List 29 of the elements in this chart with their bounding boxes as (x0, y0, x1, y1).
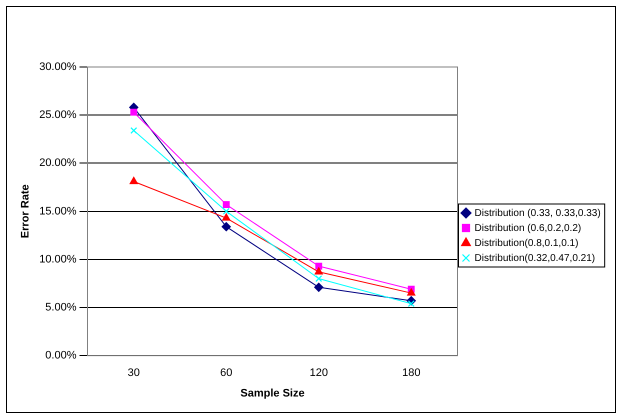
y-tick-label: 25.00% (39, 109, 77, 122)
point (222, 222, 231, 232)
x-tick-label: 180 (402, 367, 420, 380)
y-tick-label: 15.00% (39, 205, 77, 218)
point (407, 288, 416, 296)
legend-label: Distribution(0.8,0.1,0.1) (474, 238, 578, 249)
legend-label: Distribution (0.6,0.2,0.2) (474, 222, 582, 234)
x-tick-label: 60 (220, 367, 232, 380)
point (408, 300, 415, 308)
legend-label: Distribution(0.32,0.47,0.21) (474, 252, 596, 264)
y-tick-label: 0.00% (45, 350, 77, 362)
point (222, 213, 230, 221)
point (315, 275, 322, 282)
y-axis-title: Error Rate (20, 184, 32, 238)
y-tick-label: 10.00% (39, 253, 77, 266)
point (130, 176, 138, 184)
point (130, 127, 138, 134)
point (314, 267, 323, 275)
point (314, 282, 324, 292)
x-axis-title: Sample Size (240, 387, 305, 400)
x-tick-label: 30 (128, 367, 140, 380)
point (130, 108, 138, 116)
y-tick-label: 5.00% (45, 302, 77, 314)
y-tick-label: 30.00% (39, 61, 77, 74)
point (222, 201, 230, 208)
y-tick-label: 20.00% (39, 157, 77, 170)
point (222, 208, 230, 215)
x-tick-label: 120 (310, 367, 328, 380)
legend-label: Distribution (0.33, 0.33,0.33) (474, 208, 601, 219)
